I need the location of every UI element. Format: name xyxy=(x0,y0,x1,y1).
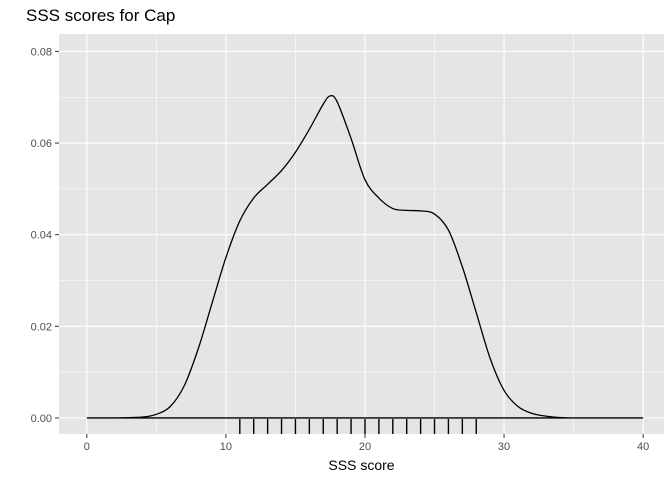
x-tick-label: 10 xyxy=(220,441,232,453)
y-tick-label: 0.08 xyxy=(31,46,52,58)
plot-panel xyxy=(59,34,664,434)
y-tick-label: 0.00 xyxy=(31,413,52,425)
rug-marks xyxy=(239,419,477,434)
x-tick-label: 40 xyxy=(637,441,649,453)
chart-title: SSS scores for Cap xyxy=(26,6,175,25)
y-axis: 0.00 0.02 0.04 0.06 0.08 xyxy=(31,46,59,425)
x-tick-label: 20 xyxy=(359,441,371,453)
x-tick-label: 0 xyxy=(84,441,90,453)
x-axis-title: SSS score xyxy=(328,457,394,473)
y-tick-label: 0.06 xyxy=(31,138,52,150)
density-line xyxy=(86,94,644,419)
y-tick-label: 0.04 xyxy=(31,230,52,242)
x-axis: 0 10 20 30 40 xyxy=(84,434,649,453)
y-tick-label: 0.02 xyxy=(31,321,52,333)
x-tick-label: 30 xyxy=(498,441,510,453)
